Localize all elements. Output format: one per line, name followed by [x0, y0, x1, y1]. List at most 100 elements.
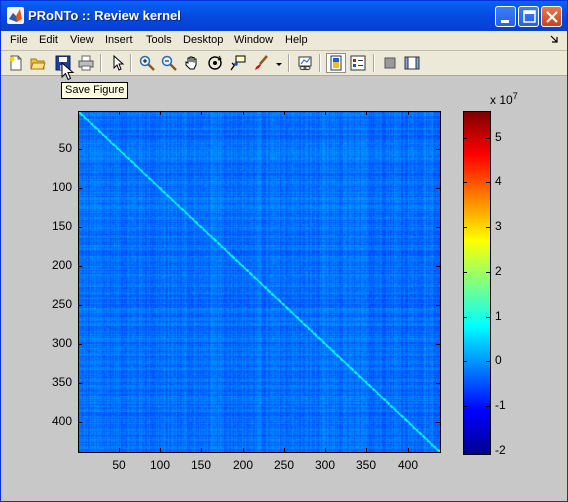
colorbar-tick-mark	[463, 317, 467, 318]
brush-button[interactable]	[251, 53, 271, 73]
print-figure-button[interactable]	[76, 53, 96, 73]
menu-desktop[interactable]: Desktop	[183, 34, 224, 46]
colorbar-tick-mark	[463, 451, 467, 452]
x-tick-mark	[325, 111, 326, 115]
window-title: PRoNTo :: Review kernel	[28, 8, 181, 23]
colorbar-tick-mark	[486, 406, 490, 407]
colorbar-exponent: 7	[512, 91, 518, 101]
x-tick-label: 350	[355, 458, 377, 472]
open-file-button[interactable]	[28, 53, 48, 73]
colorbar-tick-mark	[486, 317, 490, 318]
colorbar-multiplier-base: x 10	[490, 93, 513, 107]
colorbar-tick-mark	[486, 451, 490, 452]
minimize-icon	[501, 20, 509, 23]
menu-insert[interactable]: Insert	[105, 34, 133, 46]
x-tick-mark	[325, 448, 326, 452]
y-tick-mark	[436, 383, 440, 384]
data-cursor-button[interactable]	[228, 53, 248, 73]
menu-view[interactable]: View	[70, 34, 94, 46]
show-plot-tools-button[interactable]	[402, 53, 422, 73]
edit-plot-button[interactable]	[108, 53, 128, 73]
y-tick-mark	[78, 305, 82, 306]
y-tick-label: 150	[51, 219, 72, 233]
x-tick-mark	[284, 111, 285, 115]
x-tick-label: 100	[149, 458, 171, 472]
insert-legend-button[interactable]	[348, 53, 368, 73]
colorbar-tick-label: 0	[495, 353, 502, 367]
open-file-icon	[30, 58, 46, 70]
colorbar-tick-mark	[463, 138, 467, 139]
y-tick-mark	[436, 305, 440, 306]
x-tick-mark	[366, 111, 367, 115]
menu-help[interactable]: Help	[285, 34, 308, 46]
maximize-button[interactable]	[518, 6, 539, 27]
x-tick-label: 400	[397, 458, 419, 472]
menu-tools[interactable]: Tools	[146, 34, 172, 46]
x-tick-mark	[408, 448, 409, 452]
new-figure-icon	[9, 55, 22, 71]
dock-figure-icon[interactable]	[549, 34, 559, 44]
colorbar-tick-mark	[463, 406, 467, 407]
zoom-in-icon	[139, 55, 155, 71]
zoom-out-button[interactable]	[159, 53, 179, 73]
pan-button[interactable]	[182, 53, 202, 73]
menu-edit[interactable]: Edit	[39, 34, 58, 46]
y-tick-mark	[436, 266, 440, 267]
kernel-heatmap	[79, 112, 440, 452]
menu-bar: File Edit View Insert Tools Desktop Wind…	[1, 31, 567, 51]
x-tick-mark	[160, 448, 161, 452]
y-tick-mark	[436, 344, 440, 345]
colorbar-tick-mark	[486, 227, 490, 228]
x-tick-label: 300	[314, 458, 336, 472]
toolbar-separator	[373, 54, 375, 72]
y-tick-mark	[78, 266, 82, 267]
x-tick-mark	[160, 111, 161, 115]
rotate-3d-button[interactable]	[205, 53, 225, 73]
y-tick-mark	[78, 422, 82, 423]
x-tick-mark	[243, 111, 244, 115]
hide-plot-tools-button[interactable]	[380, 53, 400, 73]
y-tick-mark	[78, 149, 82, 150]
x-tick-label: 200	[232, 458, 254, 472]
rotate-3d-icon	[208, 55, 222, 70]
colorbar-tick-label: -1	[495, 398, 506, 412]
title-bar[interactable]: PRoNTo :: Review kernel	[1, 1, 567, 31]
x-tick-mark	[284, 448, 285, 452]
minimize-button[interactable]	[495, 6, 516, 27]
y-tick-label: 50	[58, 141, 72, 155]
colorbar-tick-label: 1	[495, 309, 502, 323]
colorbar-tick-mark	[486, 272, 490, 273]
zoom-out-icon	[161, 55, 177, 71]
colorbar[interactable]	[463, 111, 491, 455]
figure-toolbar	[1, 51, 567, 76]
zoom-in-button[interactable]	[137, 53, 157, 73]
insert-colorbar-button[interactable]	[326, 53, 346, 73]
x-tick-mark	[366, 448, 367, 452]
y-tick-label: 100	[51, 180, 72, 194]
menu-window[interactable]: Window	[234, 34, 274, 46]
x-tick-mark	[201, 448, 202, 452]
x-tick-mark	[119, 448, 120, 452]
link-plot-button[interactable]	[295, 53, 315, 73]
x-tick-mark	[408, 111, 409, 115]
y-tick-mark	[436, 227, 440, 228]
maximize-icon	[523, 10, 536, 23]
x-tick-label: 50	[112, 458, 126, 472]
close-button[interactable]	[541, 6, 562, 27]
kernel-heatmap-axes[interactable]	[78, 111, 441, 453]
new-figure-button[interactable]	[6, 53, 26, 73]
y-tick-mark	[78, 383, 82, 384]
insert-colorbar-icon	[330, 55, 342, 71]
link-plot-icon	[298, 56, 312, 71]
colorbar-tick-mark	[463, 182, 467, 183]
colorbar-tick-label: 3	[495, 219, 502, 233]
menu-file[interactable]: File	[10, 34, 28, 46]
y-tick-mark	[78, 344, 82, 345]
colorbar-tick-mark	[486, 361, 490, 362]
brush-dropdown-button[interactable]	[272, 53, 284, 73]
colorbar-multiplier: x 107	[490, 91, 518, 107]
toolbar-separator	[130, 54, 132, 72]
toolbar-separator	[319, 54, 321, 72]
y-tick-label: 400	[51, 414, 72, 428]
